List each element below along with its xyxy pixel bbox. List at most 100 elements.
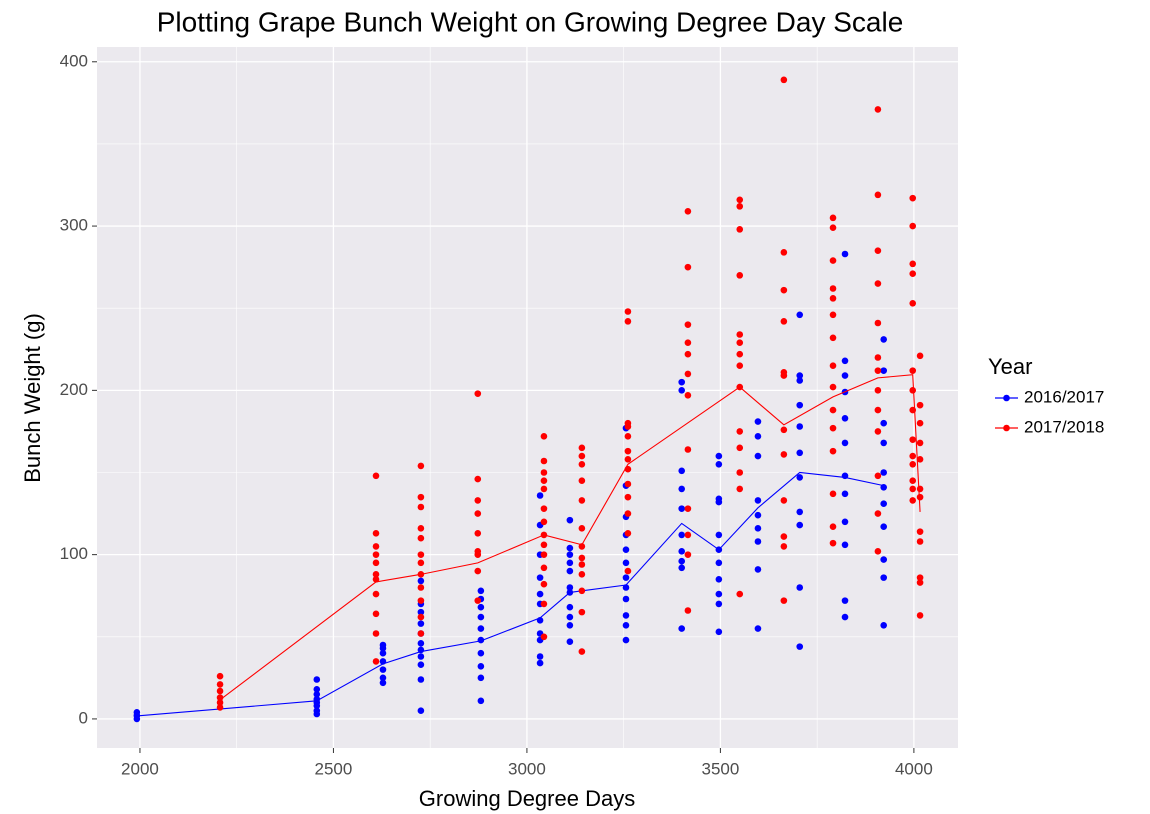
point xyxy=(909,497,917,504)
point xyxy=(417,597,425,604)
point xyxy=(841,541,849,549)
point xyxy=(540,580,548,588)
point xyxy=(916,574,924,581)
point xyxy=(736,339,744,347)
point xyxy=(313,676,321,683)
point xyxy=(578,561,586,568)
point xyxy=(540,564,548,572)
point xyxy=(880,523,888,531)
point xyxy=(874,354,882,361)
point xyxy=(622,636,630,644)
point xyxy=(313,690,321,698)
point xyxy=(780,426,788,434)
point xyxy=(379,666,387,673)
point xyxy=(540,518,548,526)
point xyxy=(540,469,548,476)
point xyxy=(477,649,485,657)
point xyxy=(874,247,882,255)
point xyxy=(133,709,141,716)
point xyxy=(780,543,788,550)
point xyxy=(578,525,586,532)
point xyxy=(796,311,804,319)
point xyxy=(536,590,544,598)
point xyxy=(474,510,482,517)
x-tick-label: 2500 xyxy=(315,759,353,778)
point xyxy=(566,567,574,575)
point xyxy=(829,285,837,292)
point xyxy=(874,548,882,555)
point xyxy=(372,529,380,537)
point xyxy=(684,321,692,328)
point xyxy=(417,653,425,660)
point xyxy=(796,584,804,591)
point xyxy=(540,477,548,485)
point xyxy=(536,574,544,581)
legend-title: Year xyxy=(988,354,1032,379)
point xyxy=(474,475,482,483)
point xyxy=(880,621,888,629)
point xyxy=(684,446,692,453)
point xyxy=(715,452,723,460)
point xyxy=(417,613,425,621)
point xyxy=(417,525,425,532)
point xyxy=(477,697,485,705)
point xyxy=(909,222,917,230)
legend-label: 2017/2018 xyxy=(1024,417,1104,436)
point xyxy=(715,460,723,468)
point xyxy=(566,603,574,611)
point xyxy=(841,613,849,621)
point xyxy=(874,387,882,394)
point xyxy=(841,414,849,422)
point xyxy=(624,493,632,501)
point xyxy=(578,477,586,485)
point xyxy=(736,226,744,233)
point xyxy=(313,707,321,715)
point xyxy=(909,367,917,374)
point xyxy=(417,462,425,470)
point xyxy=(578,460,586,468)
point xyxy=(909,387,917,394)
point xyxy=(796,401,804,409)
point xyxy=(372,658,380,665)
point xyxy=(736,350,744,358)
point xyxy=(540,633,548,641)
point xyxy=(372,590,380,598)
point xyxy=(909,485,917,493)
point xyxy=(678,557,686,565)
point xyxy=(477,674,485,682)
point xyxy=(829,214,837,222)
point xyxy=(780,597,788,604)
point xyxy=(916,439,924,447)
point xyxy=(622,574,630,581)
point xyxy=(474,548,482,555)
point xyxy=(474,567,482,575)
x-tick-label: 2000 xyxy=(121,759,159,778)
point xyxy=(916,485,924,493)
point xyxy=(624,419,632,427)
point xyxy=(578,571,586,578)
point xyxy=(916,528,924,535)
point xyxy=(216,687,224,695)
point xyxy=(841,250,849,258)
point xyxy=(417,584,425,591)
point xyxy=(622,621,630,629)
point xyxy=(880,336,888,343)
point xyxy=(624,480,632,488)
x-tick-label: 3000 xyxy=(508,759,546,778)
point xyxy=(578,554,586,562)
point xyxy=(684,607,692,614)
point xyxy=(916,612,924,619)
point xyxy=(477,663,485,670)
point xyxy=(372,551,380,558)
point xyxy=(624,447,632,455)
y-tick-label: 100 xyxy=(60,544,88,563)
point xyxy=(379,674,387,682)
point xyxy=(880,367,888,374)
point xyxy=(829,539,837,547)
point xyxy=(736,590,744,598)
point xyxy=(754,452,762,460)
point xyxy=(796,449,804,457)
x-tick-label: 3500 xyxy=(701,759,739,778)
point xyxy=(754,625,762,632)
point xyxy=(622,584,630,591)
